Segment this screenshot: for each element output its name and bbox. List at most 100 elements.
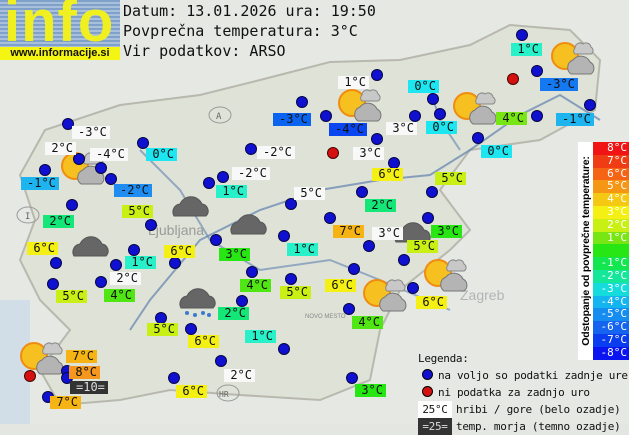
station-dot bbox=[422, 212, 434, 224]
temperature-label: 0°C bbox=[481, 145, 512, 158]
partly-cloudy-icon bbox=[332, 85, 382, 129]
country-label-italy: I bbox=[25, 212, 30, 222]
scale-step: -2°C bbox=[593, 269, 629, 283]
temperature-label: 6°C bbox=[164, 245, 195, 258]
cloud-icon bbox=[226, 210, 270, 248]
temperature-label: -3°C bbox=[72, 126, 110, 139]
temperature-label: 0°C bbox=[408, 80, 439, 93]
temperature-label: 8°C bbox=[69, 366, 100, 379]
station-dot bbox=[409, 110, 421, 122]
color-scale: 8°C 7°C 6°C 5°C 4°C 3°C 2°C 1°C -1°C -2°C -3°C -4°C… bbox=[593, 141, 629, 360]
station-dot bbox=[434, 108, 446, 120]
station-dot bbox=[356, 186, 368, 198]
temperature-label: 7°C bbox=[50, 396, 81, 409]
temperature-label: -1°C bbox=[21, 177, 59, 190]
partly-cloudy-icon bbox=[447, 88, 497, 132]
temperature-label: 4°C bbox=[352, 316, 383, 329]
temperature-label: 5°C bbox=[147, 323, 178, 336]
temperature-label: 5°C bbox=[407, 240, 438, 253]
partly-cloudy-icon bbox=[357, 275, 407, 319]
station-dot bbox=[320, 110, 332, 122]
city-label-novo-mesto: NOVO MESTO bbox=[305, 314, 346, 320]
partly-cloudy-icon bbox=[418, 255, 468, 299]
temperature-label: 2°C bbox=[224, 369, 255, 382]
cloud-icon bbox=[68, 232, 112, 270]
average-temperature: Povprečna temperatura: 3°C bbox=[123, 22, 358, 40]
station-dot bbox=[371, 133, 383, 145]
station-dot bbox=[371, 69, 383, 81]
station-dot bbox=[145, 219, 157, 231]
logo-text: info bbox=[4, 0, 115, 47]
scale-step: -5°C bbox=[593, 308, 629, 322]
station-dot bbox=[210, 234, 222, 246]
scale-step: 8°C bbox=[593, 141, 629, 155]
scale-step: -6°C bbox=[593, 320, 629, 334]
legend-title: Legenda: bbox=[418, 352, 469, 365]
station-dot bbox=[236, 295, 248, 307]
station-dot bbox=[278, 230, 290, 242]
station-dot bbox=[296, 96, 308, 108]
temperature-label: 5°C bbox=[280, 286, 311, 299]
station-dot bbox=[348, 263, 360, 275]
temperature-label: =10= bbox=[70, 381, 108, 394]
logo[interactable]: info bbox=[0, 0, 120, 47]
temperature-label: 2°C bbox=[110, 272, 141, 285]
site-link[interactable]: www.informacije.si bbox=[0, 47, 120, 60]
station-dot bbox=[217, 171, 229, 183]
temperature-label: 5°C bbox=[435, 172, 466, 185]
country-label-austria: A bbox=[216, 112, 222, 122]
temperature-label: 1°C bbox=[245, 330, 276, 343]
temperature-label: 7°C bbox=[66, 350, 97, 363]
country-label-croatia: HR bbox=[219, 390, 229, 399]
legend-mountain-text: hribi / gore (belo ozadje) bbox=[456, 403, 621, 416]
temperature-label: -2°C bbox=[114, 184, 152, 197]
temperature-label: 3°C bbox=[219, 248, 250, 261]
station-dot bbox=[346, 372, 358, 384]
temperature-label: 3°C bbox=[355, 384, 386, 397]
data-source: Vir podatkov: ARSO bbox=[123, 42, 286, 60]
temperature-label: 6°C bbox=[325, 279, 356, 292]
station-dot bbox=[285, 273, 297, 285]
station-dot bbox=[105, 173, 117, 185]
scale-step: -7°C bbox=[593, 333, 629, 347]
temperature-label: 2°C bbox=[45, 142, 76, 155]
station-dot bbox=[516, 29, 528, 41]
temperature-label: 1°C bbox=[338, 76, 369, 89]
temperature-label: 0°C bbox=[426, 121, 457, 134]
temperature-label: 2°C bbox=[43, 215, 74, 228]
temperature-label: -4°C bbox=[90, 148, 128, 161]
station-dot bbox=[324, 212, 336, 224]
temperature-label: 6°C bbox=[176, 385, 207, 398]
station-dot bbox=[426, 186, 438, 198]
station-dot bbox=[215, 355, 227, 367]
station-dot bbox=[66, 199, 78, 211]
legend: Legenda: na voljo so podatki zadnje ure … bbox=[418, 350, 628, 435]
legend-mountain: 25°C hribi / gore (belo ozadje) bbox=[418, 401, 628, 418]
station-dot bbox=[95, 162, 107, 174]
temperature-label: 5°C bbox=[294, 187, 325, 200]
station-dot bbox=[203, 177, 215, 189]
scale-step: -4°C bbox=[593, 295, 629, 309]
station-dot bbox=[398, 254, 410, 266]
station-no-data-dot bbox=[24, 370, 36, 382]
station-dot bbox=[245, 143, 257, 155]
station-dot bbox=[62, 118, 74, 130]
scale-step: 2°C bbox=[593, 218, 629, 232]
legend-available-text: na voljo so podatki zadnje ure bbox=[438, 369, 628, 382]
station-dot bbox=[584, 99, 596, 111]
scale-step: 3°C bbox=[593, 205, 629, 219]
partly-cloudy-icon bbox=[545, 38, 595, 82]
temperature-label: 2°C bbox=[218, 307, 249, 320]
station-dot bbox=[168, 372, 180, 384]
temperature-label: 6°C bbox=[372, 168, 403, 181]
station-dot bbox=[278, 343, 290, 355]
station-dot bbox=[531, 65, 543, 77]
partly-cloudy-icon bbox=[55, 148, 105, 192]
station-dot bbox=[137, 137, 149, 149]
partly-cloudy-icon bbox=[14, 338, 64, 382]
temperature-label: 1°C bbox=[216, 185, 247, 198]
city-label-ljubljana: Ljubljana bbox=[148, 222, 204, 238]
temperature-label: -2°C bbox=[232, 167, 270, 180]
station-dot bbox=[472, 132, 484, 144]
station-dot bbox=[169, 257, 181, 269]
